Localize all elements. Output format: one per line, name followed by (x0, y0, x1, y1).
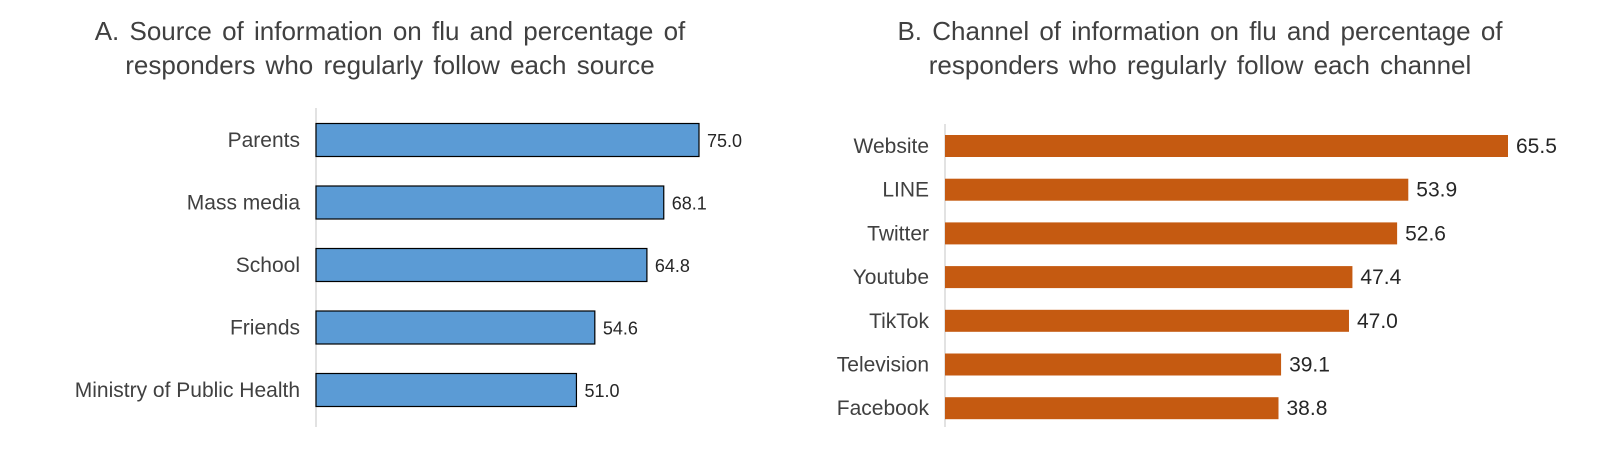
chart-b-value-label: 52.6 (1405, 222, 1446, 245)
chart-a-bar (315, 372, 578, 408)
chart-a-category-label: School (236, 254, 300, 277)
chart-a-category-label: Parents (228, 129, 300, 152)
chart-b-bar (945, 222, 1398, 245)
chart-b-bar (945, 178, 1409, 201)
chart-b-bar (945, 135, 1508, 157)
chart-b-category-label: TikTok (869, 310, 929, 333)
chart-b-value-label: 65.5 (1516, 135, 1557, 158)
chart-b-value-label: 38.8 (1287, 397, 1328, 420)
chart-a-value-label: 64.8 (655, 256, 690, 276)
chart-a-value-label: 68.1 (672, 194, 707, 214)
chart-b-value-label: 47.0 (1357, 310, 1398, 333)
chart-a-category-label: Ministry of Public Health (75, 379, 300, 402)
chart-b-category-label: Twitter (867, 222, 929, 245)
chart-a-value-label: 51.0 (584, 381, 619, 401)
chart-b-title: B. Channel of information on flu and per… (800, 14, 1600, 82)
chart-a-bar (315, 185, 665, 220)
chart-a-value-label: 75.0 (707, 131, 742, 151)
chart-a-value-label: 54.6 (603, 319, 638, 339)
chart-b-category-label: Website (854, 135, 929, 158)
chart-b-value-label: 39.1 (1289, 354, 1330, 377)
chart-b-bar (945, 309, 1349, 332)
chart-a-category-label: Mass media (187, 192, 301, 215)
chart-a-title: A. Source of information on flu and perc… (0, 14, 780, 82)
chart-b-category-label: Youtube (853, 266, 929, 289)
chart-a-bar (315, 247, 648, 283)
chart-b-bar (945, 397, 1279, 420)
chart-a-plot: Parents 75.0 Mass media 68.1 School 64.8 Frien… (75, 108, 742, 427)
chart-b-value-label: 47.4 (1360, 266, 1401, 289)
chart-b-category-label: LINE (882, 179, 929, 202)
chart-b-title-line-1: B. Channel of information on flu and per… (897, 16, 1503, 46)
chart-a-title-line-1: A. Source of information on flu and perc… (94, 16, 686, 46)
chart-b-bar (945, 266, 1353, 289)
chart-b-plot: Website 65.5 LINE 53.9 Twitter 52.6 Youtube 47.… (837, 124, 1557, 427)
chart-a-title-line-2: responders who regularly follow each sou… (125, 50, 655, 80)
chart-b-bar (945, 353, 1282, 376)
chart-b-title-line-2: responders who regularly follow each cha… (928, 50, 1472, 80)
chart-b-category-label: Television (837, 354, 929, 377)
chart-b-category-label: Facebook (837, 397, 930, 420)
chart-a: A. Source of information on flu and perc… (0, 0, 780, 457)
chart-a-bar (315, 310, 596, 345)
chart-b-value-label: 53.9 (1416, 179, 1457, 202)
chart-a-category-label: Friends (230, 317, 300, 340)
chart-a-bar (315, 122, 700, 158)
chart-b: B. Channel of information on flu and per… (800, 0, 1600, 457)
